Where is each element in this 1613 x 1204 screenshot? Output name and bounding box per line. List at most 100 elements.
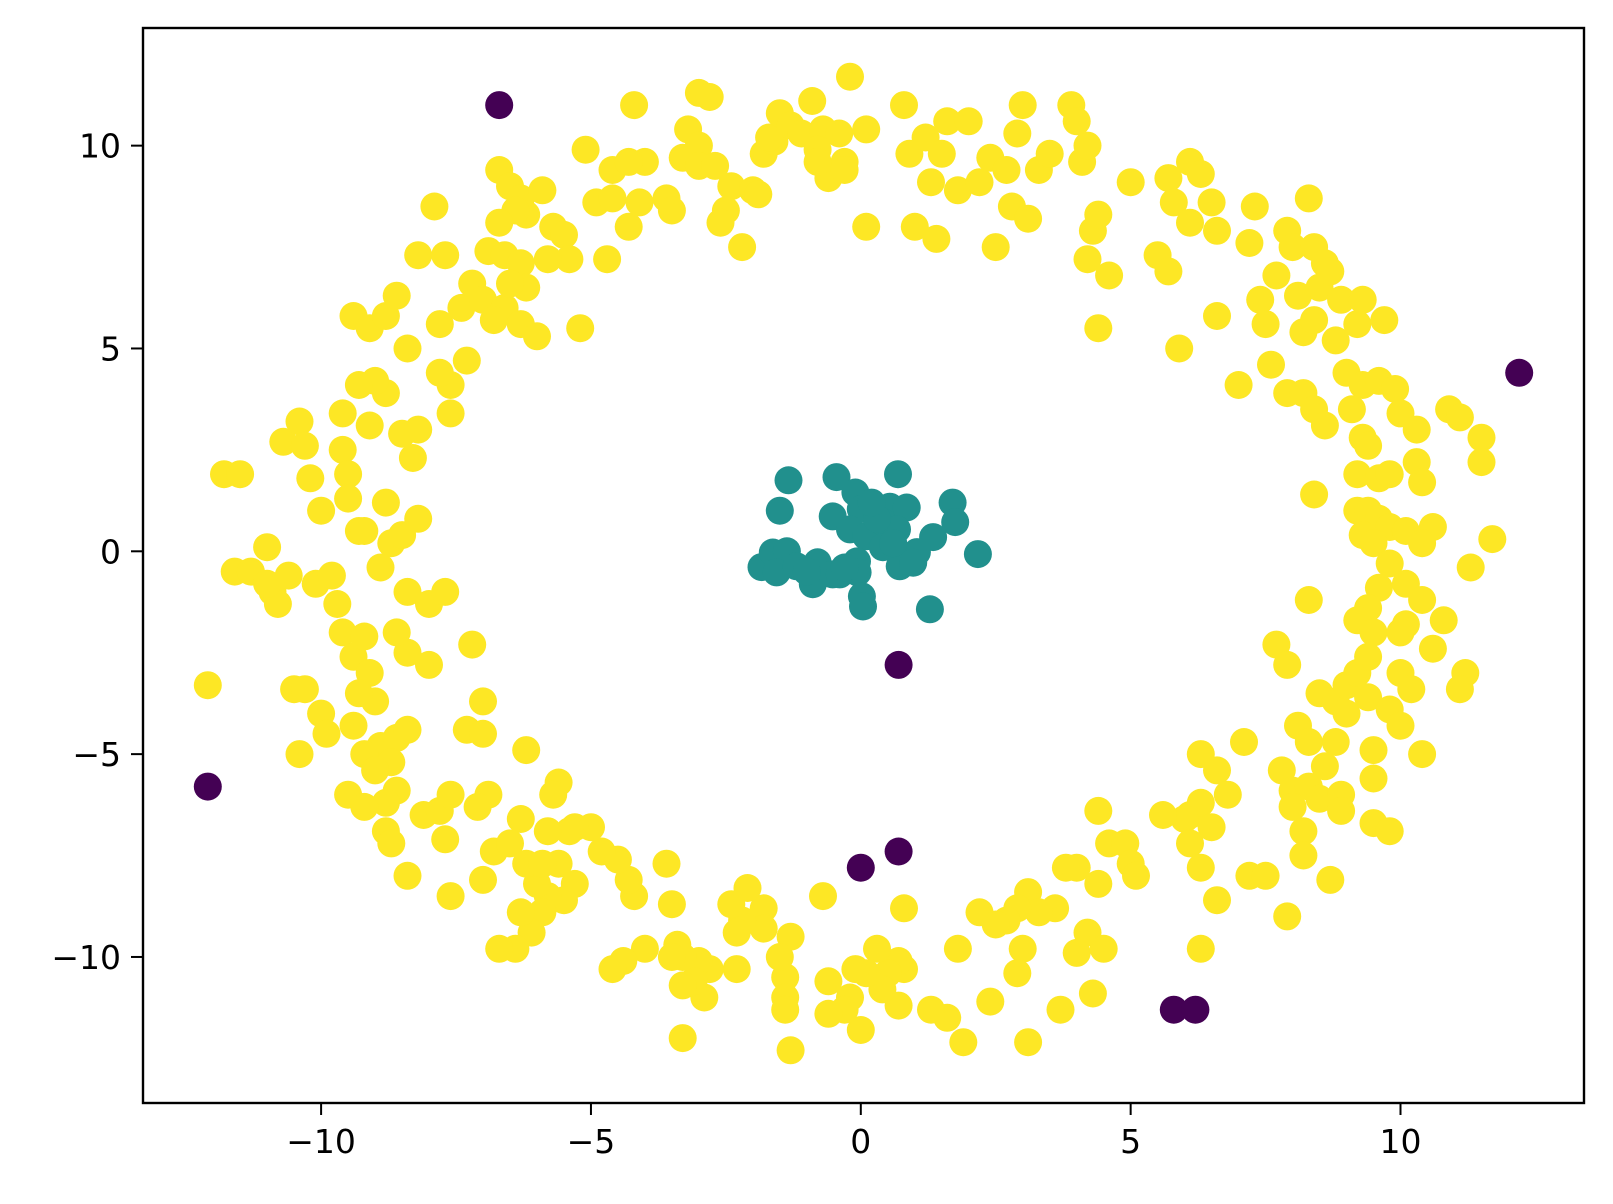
scatter-point (792, 557, 821, 586)
scatter-point (1062, 938, 1091, 967)
scatter-point (253, 569, 282, 598)
scatter-point (755, 123, 784, 152)
scatter-point (328, 399, 357, 428)
scatter-point (1003, 959, 1032, 988)
scatter-point (226, 460, 255, 489)
scatter-point (496, 829, 524, 858)
scatter-point (436, 399, 465, 428)
scatter-point (328, 618, 357, 647)
scatter-point (1354, 683, 1383, 712)
scatter-point (1370, 306, 1399, 335)
scatter-point (533, 817, 562, 846)
scatter-point (1003, 119, 1032, 148)
scatter-point (927, 139, 956, 168)
scatter-point (1337, 395, 1366, 424)
scatter-point (1359, 618, 1388, 647)
scatter-point (1186, 934, 1215, 963)
scatter-point (1381, 375, 1410, 403)
scatter-point (771, 995, 800, 1024)
scatter-point (1273, 902, 1302, 931)
scatter-point (798, 87, 827, 115)
scatter-point (943, 934, 972, 963)
scatter-point (668, 1024, 697, 1053)
scatter-point (269, 427, 298, 456)
scatter-point (900, 212, 929, 241)
scatter-point (1343, 310, 1372, 339)
scatter-point (1084, 869, 1113, 898)
y-tick-label: 10 (79, 127, 121, 166)
scatter-point (1375, 549, 1404, 578)
scatter-point (803, 147, 832, 176)
scatter-point (431, 577, 460, 606)
scatter-point (1051, 853, 1080, 882)
scatter-point (852, 212, 881, 241)
scatter-point (528, 849, 557, 878)
scatter-point (1445, 403, 1474, 432)
scatter-point (371, 488, 400, 517)
scatter-point (657, 943, 686, 971)
scatter-point (404, 504, 433, 533)
scatter-point (1154, 164, 1183, 193)
scatter-point (884, 650, 913, 679)
scatter-point (922, 224, 951, 253)
scatter-point (539, 780, 568, 809)
scatter-point (765, 496, 794, 525)
scatter-point (1251, 861, 1280, 890)
scatter-point (1316, 865, 1345, 894)
scatter-point (447, 293, 476, 322)
scatter-point (307, 496, 336, 525)
scatter-point (312, 719, 341, 748)
scatter-point (728, 233, 757, 262)
scatter-point (1294, 184, 1323, 213)
scatter-point (1348, 285, 1377, 314)
scatter-point (1008, 91, 1037, 120)
scatter-point (625, 188, 654, 217)
scatter-point (1251, 310, 1280, 339)
scatter-point (393, 861, 422, 890)
scatter-point (890, 91, 918, 120)
scatter-point (941, 508, 970, 537)
scatter-point (846, 853, 875, 882)
scatter-point (1429, 606, 1458, 635)
scatter-point (1062, 107, 1091, 136)
scatter-point (1159, 995, 1188, 1024)
scatter-point (1273, 650, 1302, 679)
scatter-point (722, 918, 751, 947)
scatter-point (744, 180, 773, 209)
scatter-point (917, 168, 945, 197)
scatter-point (1186, 853, 1215, 882)
scatter-point (857, 488, 886, 517)
scatter-point (1078, 979, 1107, 1008)
scatter-point (1456, 553, 1485, 582)
scatter-point (1359, 529, 1388, 558)
scatter-point (334, 484, 363, 513)
scatter-point (1116, 168, 1145, 197)
scatter-point (963, 540, 992, 569)
scatter-point (1257, 350, 1285, 379)
scatter-point (350, 517, 379, 545)
scatter-point (1310, 752, 1339, 781)
scatter-point (1035, 139, 1064, 168)
scatter-point (1176, 208, 1204, 237)
scatter-point (1262, 261, 1291, 290)
scatter-point (1467, 423, 1496, 452)
scatter-point (630, 934, 659, 963)
y-tick-label: −10 (51, 938, 121, 977)
scatter-point (814, 967, 843, 996)
scatter-point (1197, 188, 1226, 217)
scatter-point (1359, 764, 1388, 793)
scatter-point (1084, 314, 1113, 343)
scatter-point (1170, 805, 1199, 833)
scatter-point (377, 829, 406, 858)
scatter-point (1122, 861, 1150, 890)
scatter-point (1408, 586, 1437, 614)
scatter-point (479, 306, 508, 335)
scatter-point (1176, 829, 1204, 858)
scatter-point (323, 590, 352, 618)
scatter-point (1408, 468, 1437, 497)
scatter-point (1505, 358, 1534, 387)
cluster-outer-ring (193, 62, 1507, 1065)
scatter-point (717, 172, 746, 201)
scatter-point (344, 371, 373, 399)
